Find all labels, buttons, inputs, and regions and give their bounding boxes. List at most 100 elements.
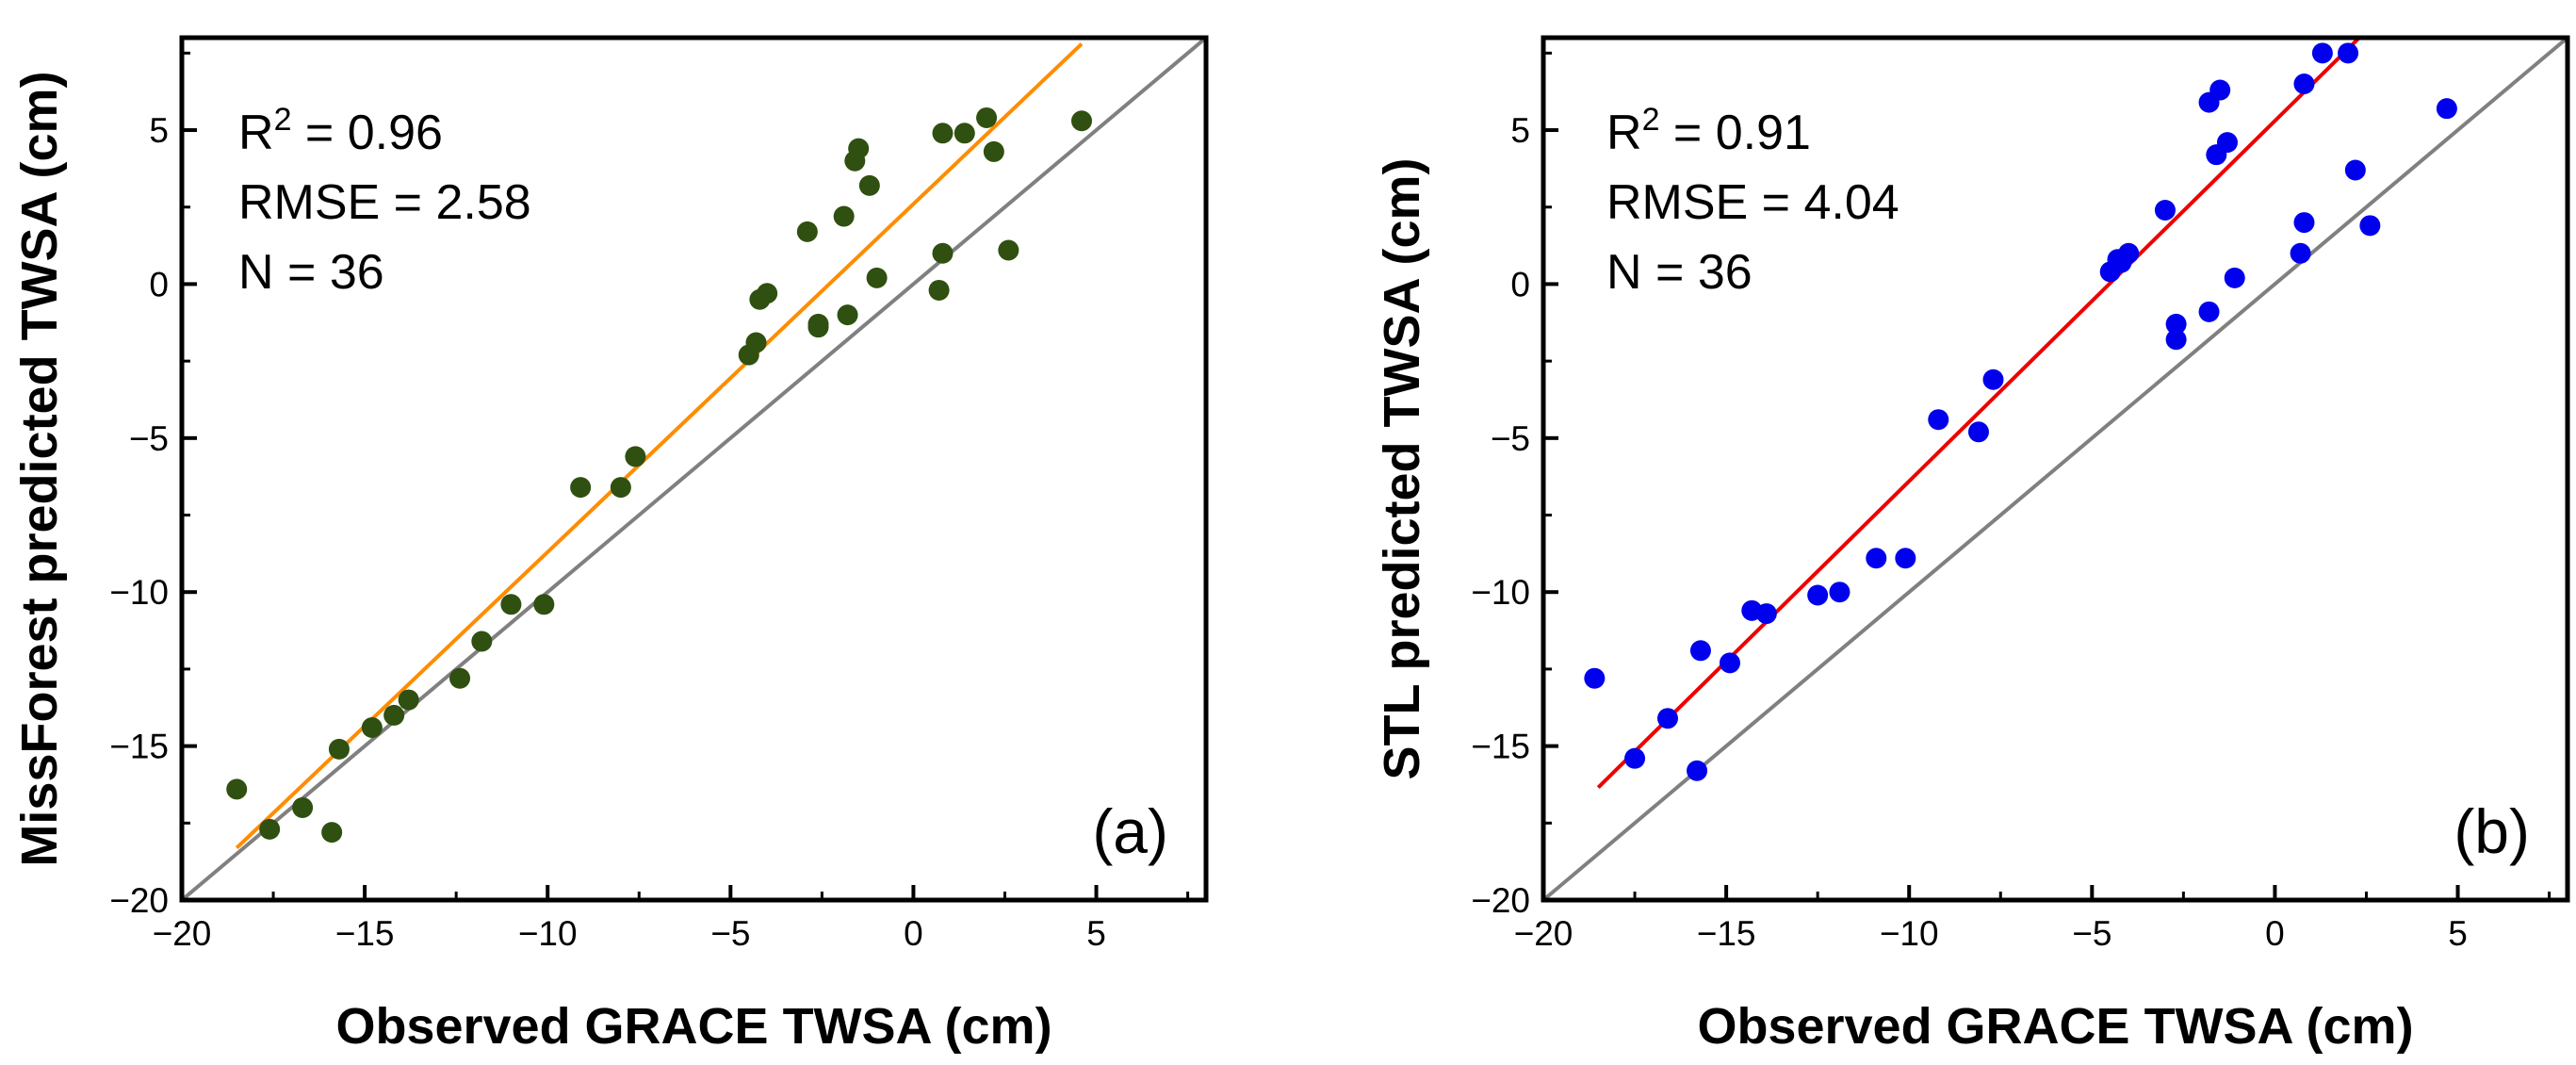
data-point: [837, 304, 858, 326]
y-tick-label: −5: [129, 419, 169, 458]
x-tick-label: −20: [153, 914, 212, 953]
data-point: [610, 477, 631, 499]
data-point: [383, 704, 405, 726]
y-tick-label: −10: [1471, 573, 1530, 612]
data-point: [1829, 582, 1850, 603]
data-point: [928, 279, 950, 301]
sample-count-label: N = 36: [1606, 245, 1753, 300]
data-point: [226, 778, 248, 800]
data-point: [1584, 667, 1606, 689]
data-point: [570, 477, 592, 499]
data-point: [2436, 98, 2457, 120]
data-point: [398, 689, 419, 711]
y-tick-label: −10: [109, 573, 169, 612]
y-tick-label: −20: [1471, 881, 1530, 920]
identity-line: [182, 38, 1206, 900]
data-point: [1982, 369, 2004, 390]
data-point: [2198, 301, 2220, 322]
x-tick-label: −10: [518, 914, 578, 953]
data-point: [625, 446, 646, 467]
plot-frame: [179, 35, 1209, 903]
plot-frame: [1541, 35, 2570, 903]
data-point: [1719, 652, 1740, 674]
data-point: [321, 822, 343, 844]
y-tick-label: 5: [149, 111, 169, 150]
data-point: [745, 332, 767, 353]
data-point: [361, 717, 383, 738]
data-point: [1895, 548, 1916, 569]
data-point: [1807, 584, 1829, 606]
x-tick-label: −5: [2072, 914, 2111, 953]
y-tick-label: 0: [149, 265, 169, 303]
data-point: [1624, 747, 1646, 769]
data-point: [471, 631, 493, 652]
identity-line: [1543, 38, 2568, 900]
panel-label: (a): [1092, 796, 1168, 866]
y-tick-label: −15: [1471, 728, 1530, 766]
y-tick-label: 5: [1510, 111, 1530, 150]
panel-a: −20 −15 −10 −5 0 5 −20 −15 −10 −5 0 5 Observed GRACE…: [11, 35, 1209, 1055]
data-point: [866, 267, 888, 288]
data-point: [1755, 603, 1777, 625]
data-point: [2224, 267, 2245, 288]
data-point: [757, 283, 778, 304]
data-point: [848, 138, 870, 159]
x-tick-label: 5: [2448, 914, 2468, 953]
data-point: [998, 239, 1019, 261]
data-point: [1071, 110, 1093, 132]
x-tick-label: 5: [1086, 914, 1106, 953]
data-point: [449, 667, 471, 689]
x-tick-label: −10: [1880, 914, 1939, 953]
data-point: [2209, 79, 2231, 101]
r-squared-label: R2 = 0.91: [1606, 102, 1811, 160]
data-point: [1967, 421, 1989, 443]
data-point: [292, 796, 314, 818]
data-point: [2344, 159, 2366, 181]
data-point: [2165, 329, 2187, 351]
y-tick-label: −20: [109, 881, 169, 920]
panel-label: (b): [2454, 796, 2530, 866]
x-axis-label: Observed GRACE TWSA (cm): [335, 998, 1052, 1055]
data-point: [858, 174, 880, 196]
x-tick-label: −15: [1697, 914, 1756, 953]
data-point: [328, 738, 350, 760]
x-tick-label: −5: [710, 914, 750, 953]
data-point: [2359, 215, 2381, 237]
data-point: [807, 317, 829, 338]
x-tick-label: 0: [904, 914, 923, 953]
r-squared-label: R2 = 0.96: [238, 102, 443, 160]
data-point: [533, 594, 555, 615]
rmse-label: RMSE = 2.58: [238, 175, 531, 230]
data-point: [2338, 42, 2359, 64]
data-point: [2293, 74, 2315, 95]
data-point: [2293, 212, 2315, 234]
y-axis-label: MissForest predicted TWSA (cm): [11, 71, 68, 866]
regression-line: [235, 42, 1084, 850]
data-point: [2154, 200, 2176, 221]
rmse-label: RMSE = 4.04: [1606, 175, 1899, 230]
data-point: [976, 106, 998, 128]
data-point: [983, 140, 1004, 162]
panel-b: −20 −15 −10 −5 0 5 −20 −15 −10 −5 0 5 Observed GRACE…: [1374, 35, 2570, 1055]
x-tick-label: 0: [2265, 914, 2285, 953]
y-axis-label: STL predicted TWSA (cm): [1374, 157, 1430, 779]
data-point: [1866, 548, 1887, 569]
x-tick-label: −15: [335, 914, 395, 953]
data-point: [2290, 242, 2311, 264]
x-axis-label: Observed GRACE TWSA (cm): [1697, 998, 2413, 1055]
data-point: [1687, 760, 1708, 781]
data-point: [2311, 42, 2333, 64]
data-point: [932, 242, 954, 264]
data-point: [1656, 708, 1678, 729]
data-point: [954, 123, 975, 144]
data-point: [1928, 409, 1949, 431]
y-tick-label: −15: [109, 728, 169, 766]
x-tick-label: −20: [1514, 914, 1573, 953]
data-point: [2165, 313, 2187, 335]
data-point: [1689, 640, 1711, 662]
data-point: [833, 205, 855, 227]
data-point: [796, 221, 818, 242]
data-point: [2118, 242, 2140, 264]
data-point: [259, 818, 281, 840]
